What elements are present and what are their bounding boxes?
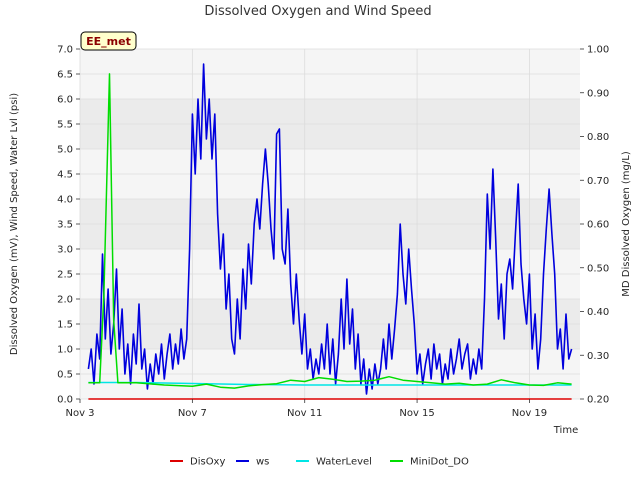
y-tick-label-right: 0.80 [587,132,609,143]
series-line-waterlevel [88,381,572,386]
y-tick-label-left: 6.5 [57,70,73,81]
y-tick-label-left: 2.0 [57,295,73,306]
y-tick-label-left: 4.0 [57,195,73,206]
series-line-ws [87,63,573,395]
site-label-box: EE_met [80,31,137,51]
x-tick-label: Nov 19 [512,408,547,419]
y-tick-label-left: 3.0 [57,245,73,256]
x-tick-label: Nov 11 [287,408,322,419]
y-tick-label-left: 5.0 [57,145,73,156]
y-axis-label-left: Dissolved Oxygen (mV), Wind Speed, Water… [9,93,20,355]
y-tick-label-right: 0.90 [587,88,609,99]
x-tick-label: Nov 3 [65,408,94,419]
y-tick-label-left: 1.0 [57,345,73,356]
x-tick-label: Nov 15 [399,408,434,419]
y-tick-label-left: 3.5 [57,220,73,231]
legend-label-minidot_do: MiniDot_DO [410,457,469,468]
x-axis-label: Time [553,425,578,436]
series-line-minidot_do [88,73,572,389]
site-label: EE_met [86,35,131,48]
y-tick-label-right: 0.50 [587,263,609,274]
y-tick-label-left: 7.0 [57,45,73,56]
y-tick-label-left: 4.5 [57,170,73,181]
series-layer [87,63,573,400]
y-tick-label-right: 0.70 [587,176,609,187]
legend-label-ws: ws [256,457,269,468]
y-tick-label-right: 1.00 [587,45,609,56]
y-tick-label-left: 6.0 [57,95,73,106]
legend: DisOxy ws WaterLevel MiniDot_DO [170,457,469,468]
y-tick-label-left: 1.5 [57,320,73,331]
y-tick-label-right: 0.20 [587,395,609,406]
y-axis-label-right: MD Dissolved Oxygen (mg/L) [621,151,632,297]
axes: 0.0 0.5 1.0 1.5 2.0 2.5 3.0 3.5 4.0 4.5 5.0 5.5 6.0 6… [57,45,609,420]
legend-label-waterlevel: WaterLevel [316,457,372,468]
chart-title: Dissolved Oxygen and Wind Speed [204,4,431,19]
legend-label-disoxy: DisOxy [190,457,225,468]
y-tick-label-left: 2.5 [57,270,73,281]
y-tick-label-left: 0.0 [57,395,73,406]
y-tick-label-left: 0.5 [57,370,73,381]
x-tick-label: Nov 7 [178,408,207,419]
y-tick-label-right: 0.40 [587,307,609,318]
y-tick-label-left: 5.5 [57,120,73,131]
y-tick-label-right: 0.60 [587,220,609,231]
y-tick-label-right: 0.30 [587,351,609,362]
